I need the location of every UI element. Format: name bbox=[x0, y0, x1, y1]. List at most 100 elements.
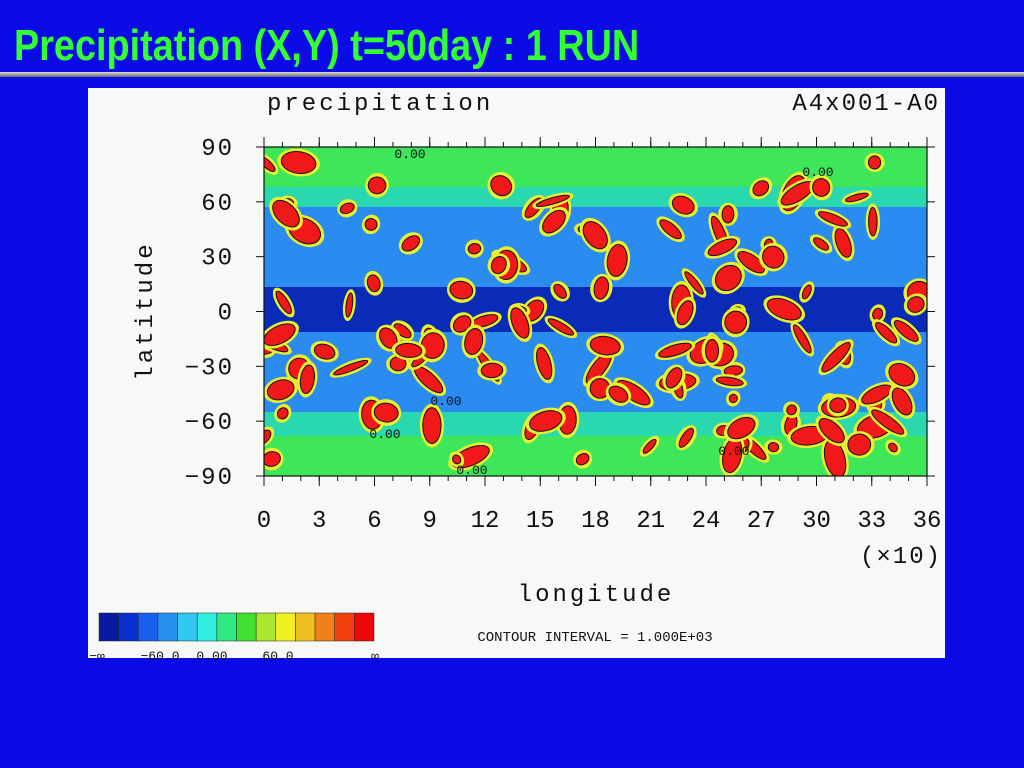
rain-cell bbox=[277, 148, 320, 177]
colorbar-label: −60.0 bbox=[140, 649, 179, 664]
rain-cell-inner bbox=[264, 451, 281, 467]
rain-cell bbox=[375, 324, 401, 352]
rain-cell bbox=[763, 295, 806, 324]
rain-cell-inner bbox=[762, 245, 785, 269]
rain-cell bbox=[605, 382, 632, 406]
rain-cell-inner bbox=[728, 393, 738, 404]
rain-cell-inner bbox=[834, 228, 852, 258]
colorbar-swatch bbox=[354, 612, 375, 642]
rain-cell-inner bbox=[812, 178, 831, 197]
rain-cell bbox=[885, 439, 901, 456]
rain-cell-inner bbox=[529, 410, 563, 432]
rain-cell bbox=[758, 242, 788, 272]
rain-cell-inner bbox=[449, 280, 474, 300]
colorbar-label: 60.0 bbox=[262, 649, 293, 664]
contour-interval: CONTOUR INTERVAL = 1.000E+03 bbox=[477, 630, 712, 646]
rain-cell-inner bbox=[490, 255, 507, 275]
rain-cell-inner bbox=[868, 206, 878, 237]
colorbar-swatch bbox=[157, 612, 178, 642]
rain-cell-inner bbox=[727, 416, 756, 440]
rain-cell bbox=[487, 172, 515, 200]
x-tick-label: 24 bbox=[692, 508, 721, 535]
colorbar-swatch bbox=[236, 612, 257, 642]
colorbar-swatch bbox=[295, 612, 316, 642]
y-tick-label: −30 bbox=[185, 355, 234, 382]
x-tick-label: 0 bbox=[257, 508, 271, 535]
rain-cell-inner bbox=[339, 202, 355, 215]
rain-cell bbox=[889, 384, 916, 419]
rain-cell-inner bbox=[715, 376, 744, 387]
rain-cell-inner bbox=[272, 199, 300, 228]
rain-cell bbox=[864, 152, 885, 172]
rain-cell-inner bbox=[606, 244, 628, 277]
rain-cell bbox=[264, 320, 299, 349]
figure-title: precipitation bbox=[267, 91, 493, 118]
rain-cell bbox=[269, 196, 303, 231]
rain-cell bbox=[764, 439, 783, 455]
rain-cell-inner bbox=[737, 251, 766, 274]
rain-cell bbox=[586, 333, 625, 358]
rain-cell bbox=[809, 174, 833, 201]
rain-cell bbox=[723, 414, 759, 443]
rain-cell bbox=[579, 217, 611, 253]
rain-cell-inner bbox=[676, 300, 694, 326]
rain-cell bbox=[843, 431, 875, 459]
rain-cell-inner bbox=[829, 397, 847, 414]
rain-cell-inner bbox=[721, 205, 735, 224]
y-tick-label: −60 bbox=[185, 410, 234, 437]
rain-cell bbox=[533, 343, 555, 384]
y-tick-label: 90 bbox=[201, 136, 234, 163]
rain-cell bbox=[799, 281, 815, 303]
rain-cell-inner bbox=[724, 310, 748, 334]
rain-cell bbox=[573, 449, 593, 469]
rain-cell-inner bbox=[705, 338, 720, 363]
rain-cell-inner bbox=[874, 322, 898, 344]
rain-cell-inner bbox=[792, 324, 812, 354]
contour-label: 0.00 bbox=[394, 147, 425, 162]
rain-cell bbox=[815, 415, 848, 447]
colorbar-swatch bbox=[98, 612, 119, 642]
rain-cell-inner bbox=[393, 323, 412, 339]
rain-cell-inner bbox=[671, 195, 695, 215]
rain-cell-inner bbox=[395, 342, 423, 358]
rain-cell bbox=[783, 401, 801, 419]
x-tick-label: 9 bbox=[423, 508, 437, 535]
rain-cell-inner bbox=[367, 176, 387, 195]
rain-cell-inner bbox=[452, 454, 462, 465]
rain-cell bbox=[868, 406, 908, 438]
x-tick-label: 21 bbox=[636, 508, 665, 535]
y-tick-label: −90 bbox=[185, 465, 234, 492]
rain-cell-inner bbox=[678, 427, 694, 448]
rain-cell bbox=[297, 361, 318, 398]
rain-cell-inner bbox=[510, 307, 530, 339]
rain-cell bbox=[274, 403, 292, 423]
rain-cell bbox=[364, 270, 384, 296]
rain-cell bbox=[681, 268, 707, 298]
run-id: A4x001-A0 bbox=[792, 91, 940, 118]
x-scale-note: (×10) bbox=[860, 544, 942, 571]
rain-cell bbox=[662, 364, 686, 392]
rain-cell bbox=[841, 190, 873, 205]
rain-cell bbox=[507, 303, 533, 343]
rain-cell-inner bbox=[821, 342, 851, 373]
rain-cell-inner bbox=[847, 433, 872, 456]
rain-cell bbox=[718, 202, 738, 227]
rain-cell-inner bbox=[844, 192, 869, 203]
x-tick-label: 15 bbox=[526, 508, 555, 535]
rain-cell-inner bbox=[313, 343, 336, 360]
rain-cell bbox=[465, 239, 484, 258]
rain-cell-inner bbox=[813, 237, 830, 251]
colorbar-swatch bbox=[216, 612, 237, 642]
rain-cell bbox=[590, 273, 613, 303]
rain-cell-inner bbox=[275, 290, 292, 315]
rain-cell bbox=[809, 234, 833, 254]
rain-cell-inner bbox=[547, 318, 575, 336]
colorbar-label: ∞ bbox=[371, 649, 379, 664]
rain-cell bbox=[391, 340, 426, 361]
x-axis-label: longitude bbox=[518, 582, 675, 609]
rain-cell bbox=[865, 203, 881, 240]
rain-cell-inner bbox=[642, 438, 657, 454]
rain-cell-inner bbox=[767, 442, 780, 453]
rain-cell bbox=[461, 324, 486, 359]
